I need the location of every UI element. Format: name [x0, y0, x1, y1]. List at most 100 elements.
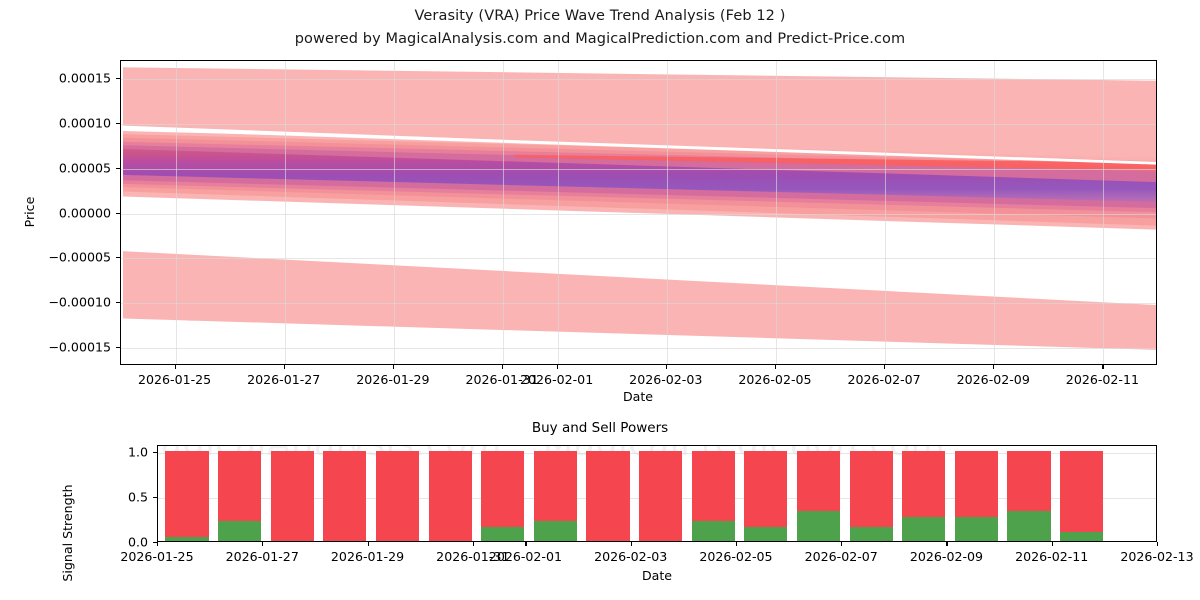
price-x-tick-mark — [556, 365, 558, 369]
powers-bar[interactable] — [744, 446, 788, 541]
price-y-tick-label: −0.00010 — [48, 294, 111, 310]
powers-x-tick-label: 2026-02-09 — [909, 549, 984, 564]
price-x-tick-label: 2026-02-05 — [738, 372, 812, 387]
price-x-tick-label: 2026-01-29 — [356, 372, 430, 387]
powers-x-tick-label: 2026-02-07 — [804, 549, 878, 564]
powers-x-tick-mark — [157, 542, 159, 546]
powers-x-tick-mark — [1051, 542, 1053, 546]
powers-bar[interactable] — [533, 446, 577, 541]
powers-bar[interactable] — [849, 446, 893, 541]
price-gridline-h — [121, 258, 1156, 260]
price-x-tick-label: 2026-01-27 — [247, 372, 321, 387]
price-gridline-v — [557, 61, 559, 364]
powers-x-tick-mark — [841, 542, 843, 546]
price-x-tick-label: 2026-01-31 — [465, 372, 539, 387]
powers-chart-axes[interactable]: MagicalAnalysis.com MagicalPrediction.co… — [157, 445, 1157, 542]
powers-bar-buy-segment — [796, 511, 841, 541]
powers-bar-buy-segment — [849, 526, 893, 541]
powers-x-tick-mark — [1157, 542, 1159, 546]
powers-bar[interactable] — [902, 446, 946, 541]
powers-x-tick-label: 2026-01-31 — [436, 549, 510, 564]
powers-x-tick-mark — [367, 542, 369, 546]
powers-bar[interactable] — [428, 446, 472, 541]
price-gridline-h — [121, 123, 1156, 125]
powers-bar-sell-segment — [165, 451, 209, 537]
powers-bar[interactable] — [375, 446, 420, 541]
price-y-tick-label: 0.00005 — [58, 160, 111, 176]
price-x-tick-mark — [392, 365, 394, 369]
price-y-tick-mark — [116, 347, 120, 349]
powers-bar[interactable] — [1060, 446, 1104, 541]
price-gridline-h — [121, 348, 1156, 350]
band-lower-support — [123, 251, 1156, 350]
powers-bar[interactable] — [639, 446, 683, 541]
price-x-tick-mark — [774, 365, 777, 369]
price-y-tick-mark — [116, 212, 120, 214]
band-separator-gap — [123, 126, 1156, 165]
powers-bar[interactable] — [954, 446, 998, 541]
powers-bar[interactable] — [796, 446, 841, 541]
powers-bar-buy-segment — [954, 516, 998, 541]
powers-bar-sell-segment — [428, 451, 472, 541]
price-chart-x-axis-title: Date — [622, 389, 654, 404]
price-gridline-v — [775, 61, 777, 364]
powers-bar[interactable] — [218, 446, 262, 541]
powers-bar-sell-segment — [218, 451, 262, 522]
price-y-tick-mark — [116, 302, 120, 304]
powers-x-tick-mark — [630, 542, 632, 546]
powers-x-tick-mark — [525, 542, 527, 546]
price-gridline-v — [885, 61, 887, 364]
powers-x-tick-mark — [946, 542, 948, 546]
price-y-tick-mark — [116, 122, 120, 124]
price-chart-y-axis-title: Price — [22, 196, 37, 228]
powers-bar[interactable] — [323, 446, 367, 541]
powers-x-tick-label: 2026-01-25 — [120, 549, 194, 564]
powers-bar-sell-segment — [481, 451, 525, 527]
powers-x-tick-mark — [735, 542, 738, 546]
powers-chart-plot-area: MagicalAnalysis.com MagicalPrediction.co… — [158, 446, 1156, 541]
powers-x-tick-mark — [472, 542, 474, 546]
powers-bar[interactable] — [270, 446, 314, 541]
powers-bar-sell-segment — [533, 451, 577, 522]
price-y-tick-label: −0.00005 — [48, 249, 111, 265]
price-y-tick-label: 0.00015 — [58, 70, 111, 86]
band-upper-resistance — [123, 67, 1156, 165]
powers-bar-sell-segment — [1007, 451, 1051, 512]
price-x-tick-mark — [993, 365, 995, 369]
powers-bar[interactable] — [586, 446, 630, 541]
powers-bar[interactable] — [165, 446, 209, 541]
powers-x-tick-mark — [262, 542, 264, 546]
price-gridline-h — [121, 168, 1156, 170]
price-gridline-h — [121, 78, 1156, 80]
powers-y-tick-mark — [153, 542, 157, 544]
powers-chart-title: Buy and Sell Powers — [531, 420, 669, 436]
price-x-tick-label: 2026-02-11 — [1065, 372, 1140, 387]
price-y-tick-label: 0.00000 — [58, 205, 111, 220]
powers-bar[interactable] — [691, 446, 735, 541]
price-gridline-v — [284, 61, 286, 364]
price-x-tick-mark — [502, 365, 504, 369]
powers-x-tick-label: 2026-02-03 — [594, 549, 668, 564]
powers-bar-sell-segment — [375, 451, 420, 541]
powers-bar-sell-segment — [323, 451, 367, 541]
price-x-tick-mark — [1102, 365, 1104, 369]
powers-bar-sell-segment — [849, 451, 893, 527]
powers-x-tick-label: 2026-01-27 — [225, 549, 299, 564]
powers-bar-buy-segment — [1007, 511, 1051, 541]
powers-y-tick-mark — [153, 497, 157, 499]
powers-bar[interactable] — [481, 446, 525, 541]
price-x-tick-label: 2026-02-09 — [956, 372, 1030, 387]
powers-bar-sell-segment — [691, 451, 735, 522]
price-chart-axes[interactable]: MagicalAnalysis.com MagicalPrediction.co… — [120, 60, 1157, 365]
powers-bar-buy-segment — [744, 526, 788, 541]
price-gridline-h — [121, 213, 1156, 215]
powers-bar[interactable] — [1007, 446, 1051, 541]
price-y-tick-mark — [116, 257, 120, 259]
powers-bar-sell-segment — [639, 451, 683, 541]
price-y-tick-label: −0.00015 — [48, 339, 111, 355]
price-chart-plot-area: MagicalAnalysis.com MagicalPrediction.co… — [121, 61, 1156, 364]
powers-bar-sell-segment — [270, 451, 314, 541]
powers-bar-sell-segment — [902, 451, 946, 517]
powers-bar-sell-segment — [954, 451, 998, 517]
price-y-tick-mark — [116, 77, 120, 80]
